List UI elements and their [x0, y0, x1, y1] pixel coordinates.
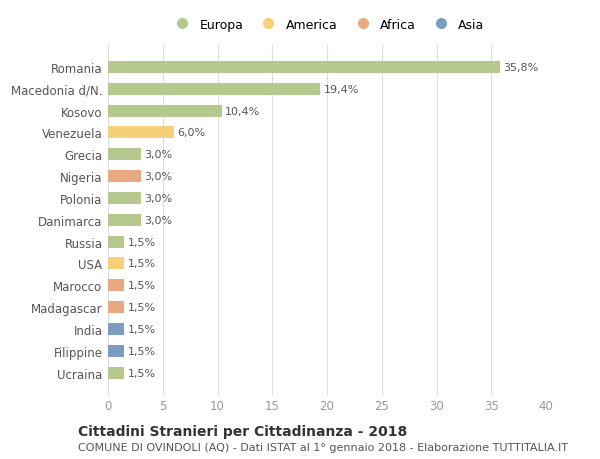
Text: 10,4%: 10,4%	[225, 106, 260, 116]
Text: 1,5%: 1,5%	[128, 237, 156, 247]
Text: 1,5%: 1,5%	[128, 281, 156, 291]
Text: 1,5%: 1,5%	[128, 368, 156, 378]
Bar	[108, 214, 141, 226]
Bar	[108, 171, 141, 183]
Bar	[108, 236, 124, 248]
Text: 1,5%: 1,5%	[128, 346, 156, 356]
Text: COMUNE DI OVINDOLI (AQ) - Dati ISTAT al 1° gennaio 2018 - Elaborazione TUTTITALI: COMUNE DI OVINDOLI (AQ) - Dati ISTAT al …	[78, 442, 568, 452]
Legend: Europa, America, Africa, Asia: Europa, America, Africa, Asia	[164, 14, 490, 37]
Bar	[108, 127, 174, 139]
Text: 3,0%: 3,0%	[144, 215, 172, 225]
Bar	[108, 62, 500, 74]
Bar	[108, 106, 222, 118]
Text: 3,0%: 3,0%	[144, 150, 172, 160]
Bar	[108, 302, 124, 313]
Bar	[108, 345, 124, 357]
Text: 19,4%: 19,4%	[324, 84, 359, 95]
Bar	[108, 192, 141, 205]
Text: 3,0%: 3,0%	[144, 194, 172, 203]
Bar	[108, 258, 124, 270]
Bar	[108, 280, 124, 292]
Text: Cittadini Stranieri per Cittadinanza - 2018: Cittadini Stranieri per Cittadinanza - 2…	[78, 425, 407, 438]
Text: 6,0%: 6,0%	[177, 128, 205, 138]
Text: 1,5%: 1,5%	[128, 302, 156, 313]
Bar	[108, 149, 141, 161]
Bar	[108, 84, 320, 95]
Bar	[108, 323, 124, 335]
Bar	[108, 367, 124, 379]
Text: 1,5%: 1,5%	[128, 259, 156, 269]
Text: 35,8%: 35,8%	[503, 63, 539, 73]
Text: 1,5%: 1,5%	[128, 325, 156, 334]
Text: 3,0%: 3,0%	[144, 172, 172, 182]
